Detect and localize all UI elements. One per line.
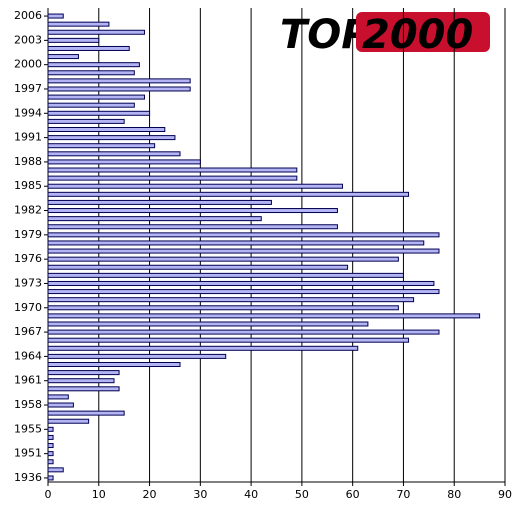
- y-tick-label: 2006: [14, 9, 42, 22]
- bar: [47, 94, 145, 100]
- bar: [47, 78, 191, 84]
- bar: [47, 370, 120, 376]
- bar: [47, 451, 54, 457]
- x-tick-label: 20: [143, 488, 157, 501]
- bar: [47, 86, 191, 92]
- bar: [47, 386, 120, 392]
- bar: [47, 167, 298, 173]
- bar: [47, 362, 181, 367]
- x-tick-label: 50: [295, 488, 309, 501]
- bar: [47, 208, 338, 214]
- bar: [47, 394, 69, 400]
- bar: [47, 127, 166, 132]
- bar: [47, 402, 74, 408]
- bar: [47, 159, 201, 165]
- bar: [47, 329, 440, 335]
- x-tick-label: 30: [193, 488, 207, 501]
- bar: [47, 70, 135, 76]
- logo-text-number: 2000: [362, 12, 473, 58]
- y-tick-label: 1994: [14, 106, 42, 119]
- y-tick-label: 1985: [14, 179, 42, 192]
- bar: [47, 248, 440, 254]
- bar: [47, 118, 125, 124]
- bar: [47, 256, 399, 262]
- y-tick-label: 1988: [14, 155, 42, 168]
- y-tick-label: 1967: [14, 325, 42, 338]
- y-tick-label: 1970: [14, 301, 42, 314]
- x-tick-label: 0: [45, 488, 52, 501]
- bar: [47, 45, 130, 51]
- y-tick-label: 1973: [14, 276, 42, 289]
- bar: [47, 175, 298, 181]
- bar: [47, 467, 64, 473]
- logo-box: [356, 12, 490, 52]
- bar: [47, 216, 262, 222]
- bar: [47, 280, 435, 286]
- y-tick-label: 1982: [14, 204, 42, 217]
- x-tick-label: 70: [396, 488, 410, 501]
- bar: [47, 110, 151, 116]
- bar: [47, 102, 135, 108]
- bar: [47, 443, 54, 449]
- y-tick-label: 2003: [14, 33, 42, 46]
- bar: [47, 378, 115, 384]
- y-tick-label: 1961: [14, 374, 42, 387]
- bar: [47, 21, 110, 27]
- bar: [47, 426, 54, 432]
- bar: [47, 29, 145, 35]
- bar: [47, 264, 349, 270]
- bar: [47, 434, 54, 440]
- bar: [47, 305, 399, 311]
- x-tick-label: 80: [447, 488, 461, 501]
- bar: [47, 289, 440, 295]
- x-tick-label: 60: [346, 488, 360, 501]
- bar: [47, 345, 359, 351]
- bar: [47, 135, 176, 141]
- y-tick-label: 1991: [14, 131, 42, 144]
- y-tick-label: 1997: [14, 82, 42, 95]
- bar: [47, 313, 481, 319]
- bar: [47, 232, 440, 238]
- bar: [47, 224, 338, 230]
- bar: [47, 297, 415, 303]
- bar: [47, 151, 181, 157]
- bar: [47, 272, 404, 278]
- x-tick-label: 10: [92, 488, 106, 501]
- y-tick-label: 2000: [14, 58, 42, 71]
- y-tick-label: 1936: [14, 471, 42, 484]
- bar: [47, 143, 156, 149]
- bar: [47, 418, 90, 424]
- y-tick-label: 1958: [14, 398, 42, 411]
- bar: [47, 353, 227, 359]
- x-tick-label: 90: [498, 488, 512, 501]
- bar: [47, 13, 64, 19]
- logo-text-top: TOP: [280, 12, 371, 58]
- bar: [47, 191, 410, 197]
- bar: [47, 37, 100, 43]
- bar: [47, 459, 54, 465]
- x-tick-label: 40: [244, 488, 258, 501]
- bar: [47, 240, 425, 246]
- bar: [47, 199, 272, 205]
- y-tick-label: 1955: [14, 422, 42, 435]
- bar: [47, 54, 79, 60]
- bar: [47, 337, 410, 343]
- y-tick-label: 1964: [14, 349, 42, 362]
- y-tick-label: 1979: [14, 228, 42, 241]
- bar: [47, 410, 125, 416]
- bar: [47, 475, 54, 481]
- y-tick-label: 1951: [14, 447, 42, 460]
- logo: TOP 2000: [280, 12, 490, 58]
- bar: [47, 183, 344, 189]
- bar: [47, 321, 369, 327]
- bar: [47, 62, 140, 68]
- y-tick-label: 1976: [14, 252, 42, 265]
